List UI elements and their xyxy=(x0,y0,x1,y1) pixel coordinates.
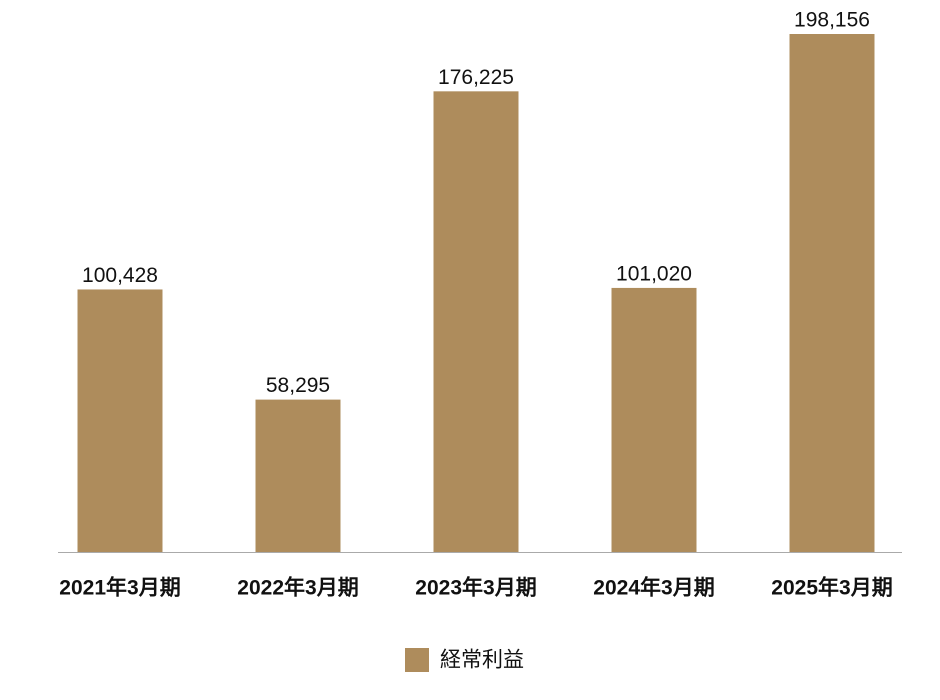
bar xyxy=(433,91,519,553)
x-tick-label: 2024年3月期 xyxy=(593,576,714,600)
value-label: 176,225 xyxy=(438,66,514,89)
value-label: 101,020 xyxy=(616,262,692,285)
value-label: 198,156 xyxy=(794,9,870,32)
x-tick-label: 2025年3月期 xyxy=(771,576,892,600)
x-tick-label: 2023年3月期 xyxy=(415,576,536,600)
bar xyxy=(789,34,875,552)
x-tick-label: 2022年3月期 xyxy=(237,576,358,600)
value-label: 100,428 xyxy=(82,264,158,287)
legend-label: 経常利益 xyxy=(440,649,524,672)
value-label: 58,295 xyxy=(266,374,330,397)
bar xyxy=(255,399,341,552)
legend-swatch xyxy=(405,648,429,672)
bar xyxy=(77,289,163,552)
bar xyxy=(611,287,697,552)
x-tick-label: 2021年3月期 xyxy=(59,576,180,600)
